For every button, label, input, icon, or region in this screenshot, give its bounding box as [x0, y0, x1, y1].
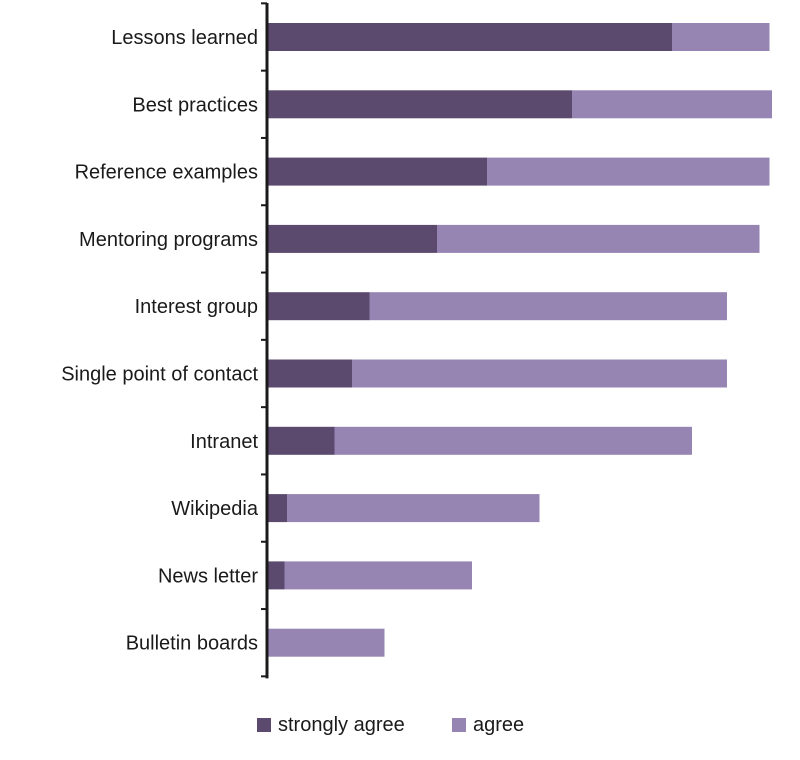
legend-swatch-agree — [452, 718, 466, 732]
category-label: Interest group — [135, 296, 258, 318]
category-labels: Lessons learned Best practices Reference e… — [61, 27, 259, 655]
bar-news-letter-strongly-agree — [267, 561, 285, 590]
legend: strongly agree agree — [257, 714, 524, 736]
legend-swatch-strongly-agree — [257, 718, 271, 732]
category-label: Mentoring programs — [79, 229, 258, 251]
bar-interest-group-strongly-agree — [267, 292, 370, 321]
bars-group — [267, 23, 772, 657]
bar-lessons-learned-strongly-agree — [267, 23, 672, 51]
bar-intranet-strongly-agree — [267, 426, 335, 455]
category-label: Wikipedia — [171, 498, 259, 520]
category-label: Intranet — [190, 431, 258, 453]
bar-mentoring-programs-strongly-agree — [267, 224, 437, 253]
bar-single-point-of-contact-agree — [352, 359, 727, 388]
bar-reference-examples-strongly-agree — [267, 157, 487, 186]
category-label: Lessons learned — [111, 27, 258, 49]
bar-best-practices-strongly-agree — [267, 90, 572, 119]
bar-bulletin-boards-agree — [267, 628, 385, 657]
category-label: Single point of contact — [61, 364, 258, 386]
legend-label-strongly-agree: strongly agree — [278, 714, 405, 736]
bar-mentoring-programs-agree — [437, 224, 760, 253]
legend-label-agree: agree — [473, 714, 524, 736]
bar-intranet-agree — [334, 426, 692, 455]
category-label: News letter — [158, 565, 258, 587]
bar-lessons-learned-agree — [672, 23, 770, 51]
bar-wikipedia-strongly-agree — [267, 494, 287, 523]
category-label: Reference examples — [75, 162, 258, 184]
category-label: Best practices — [132, 94, 258, 116]
bar-wikipedia-agree — [287, 494, 540, 523]
bar-single-point-of-contact-strongly-agree — [267, 359, 352, 388]
bar-interest-group-agree — [369, 292, 727, 321]
bar-news-letter-agree — [284, 561, 472, 590]
bar-reference-examples-agree — [487, 157, 770, 186]
bar-best-practices-agree — [572, 90, 772, 119]
y-axis — [261, 2, 269, 679]
category-label: Bulletin boards — [126, 633, 258, 655]
